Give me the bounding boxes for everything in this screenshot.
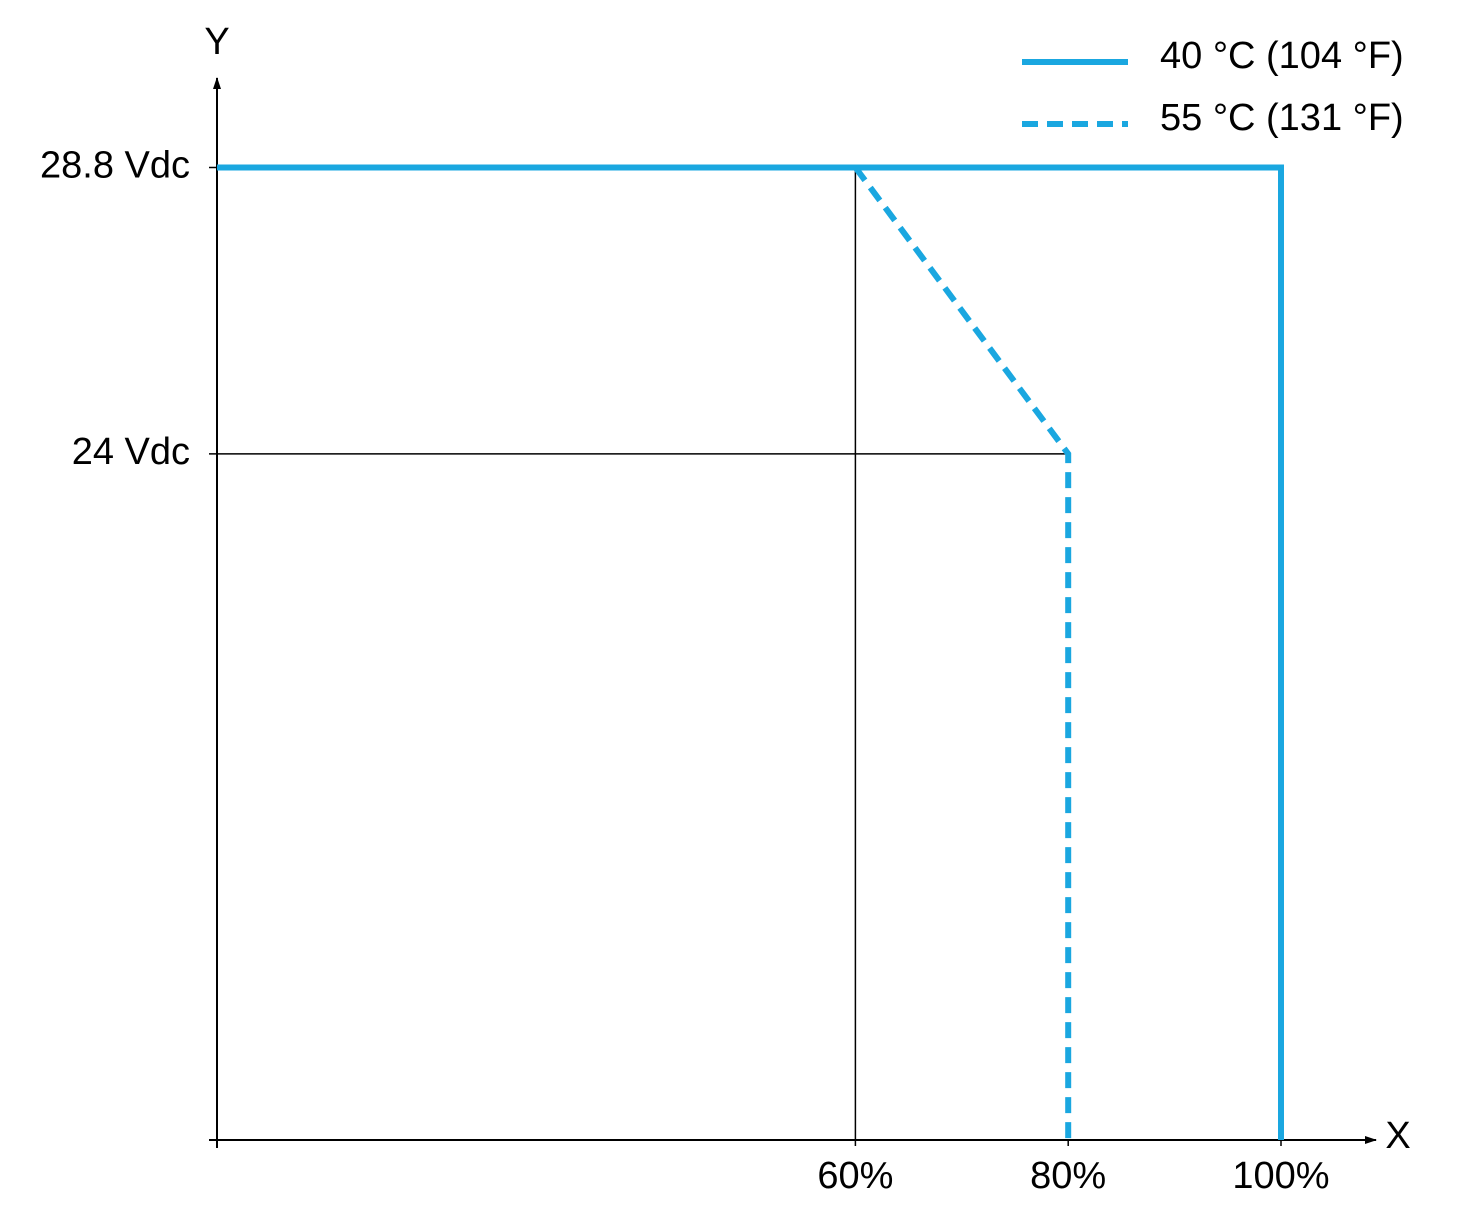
y-tick-label: 24 Vdc (72, 431, 190, 473)
x-tick-label: 80% (1030, 1155, 1106, 1197)
x-tick-label: 60% (817, 1155, 893, 1197)
y-axis-label: Y (204, 21, 229, 63)
series-line (217, 164, 1284, 1140)
legend-label: 40 °C (104 °F) (1160, 35, 1404, 77)
x-axis-label: X (1385, 1115, 1410, 1157)
legend-label: 55 °C (131 °F) (1160, 97, 1404, 139)
y-tick-label: 28.8 Vdc (40, 145, 190, 187)
series-line (852, 165, 1072, 1140)
x-tick-label: 100% (1232, 1155, 1329, 1197)
